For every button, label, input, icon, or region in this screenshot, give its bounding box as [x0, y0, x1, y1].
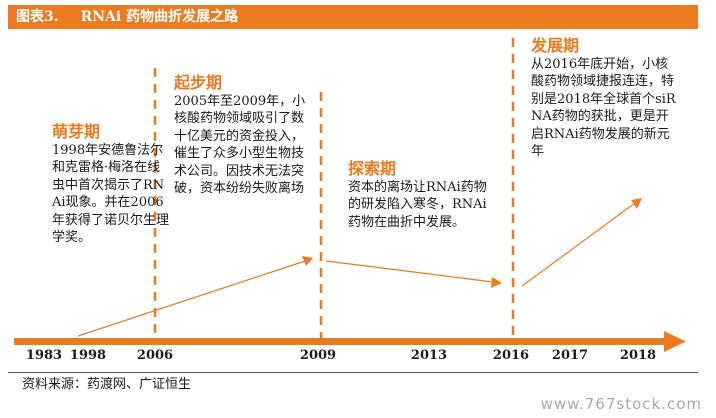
figure-number: 图表3. — [16, 9, 59, 25]
year-label: 2017 — [551, 348, 589, 363]
phase-title: 发展期 — [531, 36, 580, 55]
year-label: 1998 — [69, 348, 107, 363]
phase-title: 起步期 — [174, 73, 223, 92]
trend-arrow-rise-1 — [77, 256, 313, 337]
source-note: 资料来源：药渡网、广证恒生 — [22, 377, 192, 392]
watermark: www.767stock.com — [540, 395, 702, 413]
year-label: 1983 — [25, 348, 63, 363]
phase-sprout: 萌芽期 1998年安德鲁法尔和克雷格·梅洛在线虫中首次揭示了RNAi现象。并在2… — [52, 122, 170, 246]
bottom-divider — [8, 372, 698, 373]
phase-description: 资本的离场让RNAi药物的研发陷入寒冬，RNAi药物在曲折中发展。 — [348, 180, 487, 230]
timeline-axis-arrow — [14, 331, 686, 352]
trend-arrow-rise-2 — [521, 198, 642, 287]
phase-title: 萌芽期 — [52, 122, 101, 141]
phase-description: 从2016年底开始，小核酸药物领域捷报连连，特别是2018年全球首个siRNA药… — [531, 57, 676, 160]
figure-title: RNAi 药物曲折发展之路 — [80, 9, 239, 25]
year-label: 2016 — [492, 348, 530, 363]
year-label: 2009 — [299, 348, 337, 363]
year-label: 2018 — [619, 348, 657, 363]
trend-arrow-decline — [325, 260, 502, 288]
phase-description: 2005年至2009年，小核酸药物领域吸引了数十亿美元的资金投入，催生了众多小型… — [174, 94, 306, 197]
figure-title-bar: 图表3. RNAi 药物曲折发展之路 — [8, 5, 698, 29]
phase-title: 探索期 — [348, 159, 397, 178]
year-label: 2006 — [136, 348, 174, 363]
year-label: 2013 — [410, 348, 448, 363]
phase-startup: 起步期 2005年至2009年，小核酸药物领域吸引了数十亿美元的资金投入，催生了… — [174, 73, 309, 197]
phase-exploration: 探索期 资本的离场让RNAi药物的研发陷入寒冬，RNAi药物在曲折中发展。 — [348, 159, 496, 231]
phase-description: 1998年安德鲁法尔和克雷格·梅洛在线虫中首次揭示了RNAi现象。并在2006年… — [52, 143, 170, 246]
phase-development: 发展期 从2016年底开始，小核酸药物领域捷报连连，特别是2018年全球首个si… — [531, 36, 676, 160]
